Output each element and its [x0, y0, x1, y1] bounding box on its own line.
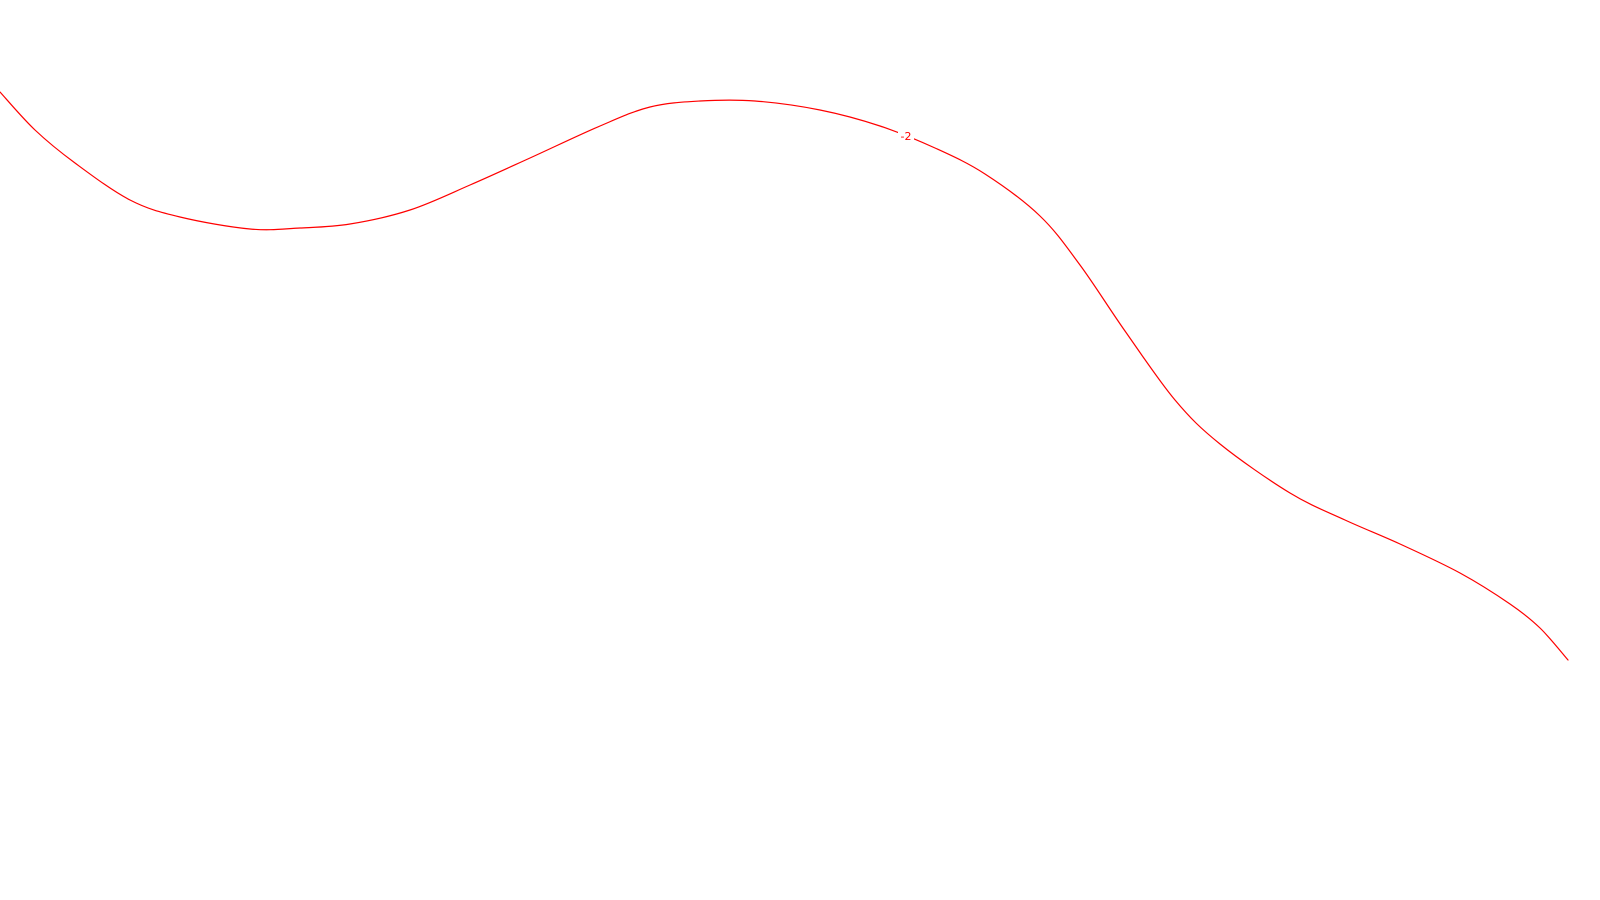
contour-line-0: [0, 91, 1569, 661]
contour-layer: -2: [0, 91, 1569, 661]
contour-label: -2: [901, 130, 912, 143]
contour-label-background: [898, 130, 914, 141]
